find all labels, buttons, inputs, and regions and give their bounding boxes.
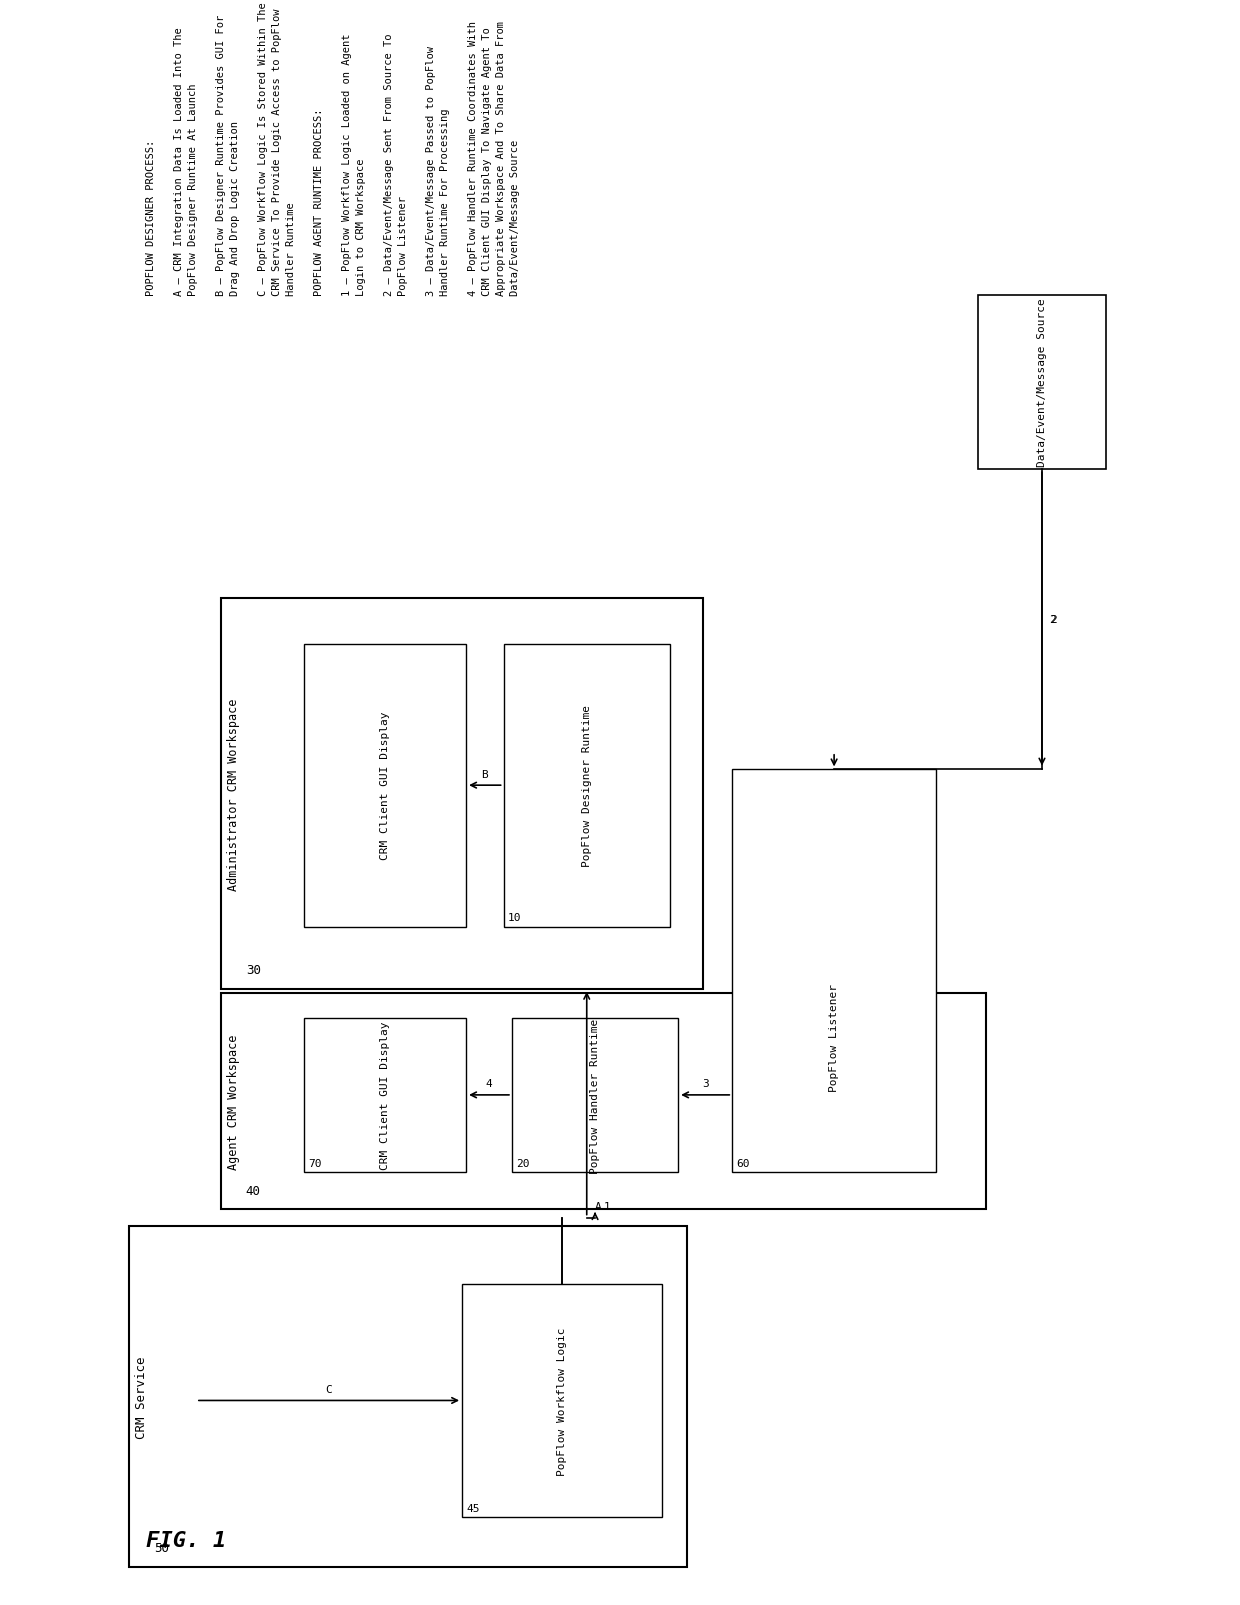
Text: CRM Service: CRM Service [135, 1355, 149, 1438]
Text: 2: 2 [1050, 615, 1056, 624]
Text: CRM Client GUI Display: CRM Client GUI Display [381, 1021, 391, 1170]
Bar [977, 295, 1106, 470]
Text: 30: 30 [246, 965, 260, 977]
Text: A: A [595, 1201, 601, 1212]
Text: 45: 45 [466, 1502, 480, 1514]
Text: 10: 10 [507, 913, 521, 923]
Text: PopFlow Handler Runtime: PopFlow Handler Runtime [590, 1018, 600, 1173]
Bar [304, 645, 466, 928]
Text: POPFLOW DESIGNER PROCESS:

A – CRM Integration Data Is Loaded Into The
PopFlow D: POPFLOW DESIGNER PROCESS: A – CRM Integr… [146, 2, 520, 295]
Text: 70: 70 [309, 1157, 321, 1168]
Bar [221, 599, 703, 989]
Bar [129, 1226, 687, 1566]
Bar [512, 1018, 678, 1172]
Bar [503, 645, 670, 928]
Bar [304, 1018, 466, 1172]
Text: 2: 2 [1049, 615, 1055, 624]
Text: 20: 20 [516, 1157, 529, 1168]
Text: PopFlow Workflow Logic: PopFlow Workflow Logic [557, 1326, 567, 1475]
Text: B: B [481, 769, 489, 778]
Text: PopFlow Designer Runtime: PopFlow Designer Runtime [582, 705, 591, 867]
Text: CRM Client GUI Display: CRM Client GUI Display [381, 711, 391, 860]
Text: C: C [326, 1384, 332, 1393]
Text: 40: 40 [246, 1184, 260, 1197]
Text: 3: 3 [702, 1079, 708, 1088]
Text: 50: 50 [154, 1541, 170, 1554]
Text: Agent CRM Workspace: Agent CRM Workspace [227, 1034, 239, 1168]
Text: PopFlow Listener: PopFlow Listener [830, 984, 839, 1091]
Bar [221, 993, 986, 1210]
Text: 60: 60 [737, 1157, 750, 1168]
Text: Data/Event/Message Source: Data/Event/Message Source [1037, 299, 1047, 467]
Text: 4: 4 [486, 1079, 492, 1088]
Text: 1: 1 [604, 1201, 610, 1212]
Bar [463, 1284, 662, 1517]
Text: Administrator CRM Workspace: Administrator CRM Workspace [227, 698, 239, 891]
Text: FIG. 1: FIG. 1 [146, 1530, 227, 1550]
Bar [733, 769, 936, 1172]
